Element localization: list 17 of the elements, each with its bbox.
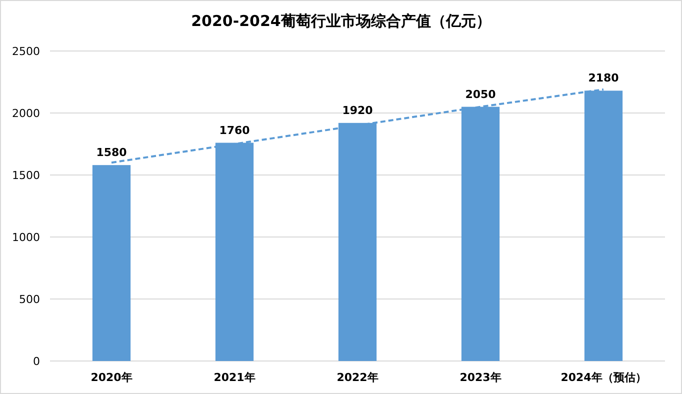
- x-tick-label: 2020年: [90, 371, 132, 384]
- data-label: 1760: [219, 124, 250, 137]
- chart-title: 2020-2024葡萄行业市场综合产值（亿元）: [191, 12, 491, 30]
- data-label: 1580: [96, 146, 128, 160]
- y-tick-label: 2500: [12, 45, 40, 58]
- y-tick-label: 500: [19, 293, 40, 306]
- data-label: 2180: [588, 72, 620, 85]
- y-tick-label: 0: [33, 355, 40, 368]
- y-tick-label: 1500: [12, 169, 40, 182]
- y-tick-label: 1000: [12, 231, 40, 244]
- x-tick-label: 2024年（预估）: [560, 371, 646, 384]
- data-label: 2050: [465, 88, 496, 101]
- y-tick-label: 2000: [12, 107, 40, 120]
- x-tick-label: 2023年: [460, 371, 502, 384]
- data-label: 1920: [342, 104, 374, 117]
- x-tick-label: 2022年: [336, 371, 378, 384]
- x-tick-label: 2021年: [214, 371, 256, 384]
